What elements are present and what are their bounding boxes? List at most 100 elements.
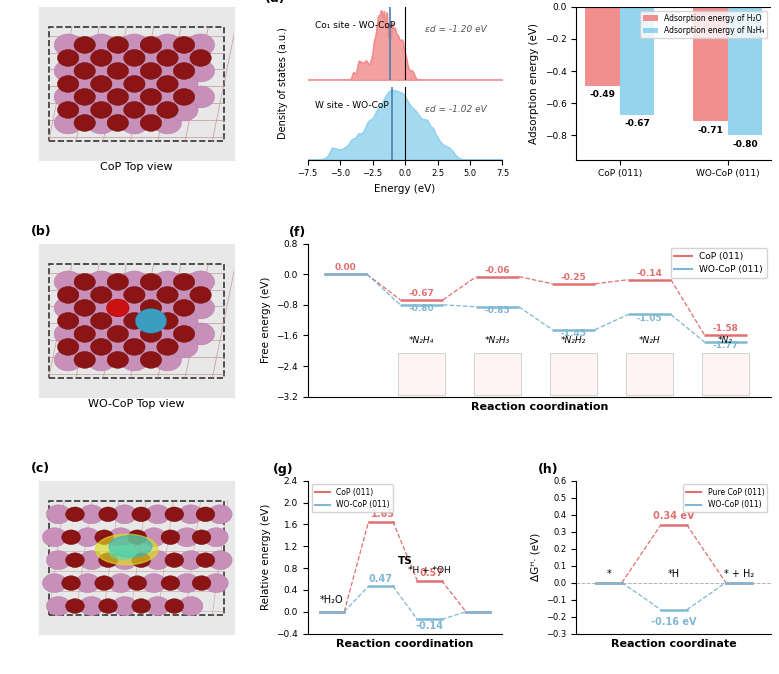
Circle shape bbox=[173, 88, 195, 105]
Circle shape bbox=[140, 36, 162, 53]
Circle shape bbox=[58, 102, 79, 119]
Circle shape bbox=[71, 284, 99, 306]
Circle shape bbox=[104, 284, 132, 306]
Circle shape bbox=[58, 50, 79, 66]
Circle shape bbox=[65, 599, 84, 613]
Circle shape bbox=[146, 551, 170, 570]
Text: -0.71: -0.71 bbox=[698, 126, 724, 135]
Circle shape bbox=[165, 507, 184, 522]
Text: 1.65: 1.65 bbox=[371, 510, 395, 519]
Circle shape bbox=[99, 507, 118, 522]
Text: TS: TS bbox=[398, 555, 412, 565]
Circle shape bbox=[124, 75, 145, 92]
Circle shape bbox=[87, 271, 115, 293]
Circle shape bbox=[146, 505, 170, 524]
Circle shape bbox=[47, 596, 71, 615]
Circle shape bbox=[107, 36, 129, 53]
Circle shape bbox=[170, 73, 198, 95]
Circle shape bbox=[71, 310, 99, 332]
X-axis label: Energy (eV): Energy (eV) bbox=[375, 184, 435, 194]
X-axis label: Reaction coordination: Reaction coordination bbox=[337, 639, 474, 649]
Circle shape bbox=[58, 313, 79, 330]
Text: 0.00: 0.00 bbox=[335, 264, 357, 272]
Circle shape bbox=[132, 599, 150, 613]
Circle shape bbox=[187, 34, 215, 56]
Text: -0.67: -0.67 bbox=[409, 289, 435, 298]
Circle shape bbox=[140, 352, 162, 368]
Circle shape bbox=[173, 299, 195, 316]
Circle shape bbox=[55, 112, 83, 134]
Circle shape bbox=[187, 60, 215, 82]
Circle shape bbox=[142, 528, 166, 547]
Circle shape bbox=[161, 576, 180, 590]
Text: 0.34 eV: 0.34 eV bbox=[653, 512, 695, 522]
Text: *H₂O: *H₂O bbox=[320, 595, 344, 605]
Text: -0.14: -0.14 bbox=[415, 621, 443, 631]
Legend: CoP (011), WO-CoP (011): CoP (011), WO-CoP (011) bbox=[312, 485, 393, 512]
FancyBboxPatch shape bbox=[550, 353, 597, 395]
Text: -1.77: -1.77 bbox=[713, 342, 738, 350]
Circle shape bbox=[58, 338, 79, 355]
Circle shape bbox=[47, 551, 71, 570]
Circle shape bbox=[124, 313, 145, 330]
Text: * + H₂: * + H₂ bbox=[724, 570, 754, 579]
Text: -0.25: -0.25 bbox=[561, 273, 587, 282]
Circle shape bbox=[99, 553, 118, 568]
Circle shape bbox=[74, 36, 95, 53]
Circle shape bbox=[136, 309, 167, 333]
Circle shape bbox=[146, 596, 170, 615]
Ellipse shape bbox=[95, 534, 157, 565]
FancyBboxPatch shape bbox=[474, 353, 521, 395]
Text: -1.45: -1.45 bbox=[561, 329, 587, 338]
Circle shape bbox=[173, 36, 195, 53]
Circle shape bbox=[87, 112, 115, 134]
Circle shape bbox=[74, 326, 95, 342]
Circle shape bbox=[104, 47, 132, 69]
Circle shape bbox=[157, 102, 178, 119]
Circle shape bbox=[107, 326, 129, 342]
Circle shape bbox=[55, 86, 83, 108]
Text: Co₁ site - WO-CoP: Co₁ site - WO-CoP bbox=[315, 22, 396, 30]
Text: εd = -1.20 eV: εd = -1.20 eV bbox=[425, 25, 486, 34]
Circle shape bbox=[55, 349, 83, 371]
Circle shape bbox=[174, 574, 199, 592]
Circle shape bbox=[137, 73, 165, 95]
Circle shape bbox=[204, 574, 228, 592]
Circle shape bbox=[173, 274, 195, 290]
Circle shape bbox=[71, 99, 99, 121]
Circle shape bbox=[95, 576, 114, 590]
Circle shape bbox=[120, 34, 148, 56]
Circle shape bbox=[87, 323, 115, 345]
FancyBboxPatch shape bbox=[398, 353, 445, 395]
Circle shape bbox=[104, 99, 132, 121]
Circle shape bbox=[190, 286, 211, 303]
Circle shape bbox=[157, 313, 178, 330]
Circle shape bbox=[107, 88, 129, 105]
Circle shape bbox=[74, 88, 95, 105]
Circle shape bbox=[153, 323, 182, 345]
Text: (b): (b) bbox=[31, 224, 51, 238]
Circle shape bbox=[137, 284, 165, 306]
Text: (f): (f) bbox=[289, 226, 306, 239]
Circle shape bbox=[120, 60, 148, 82]
Circle shape bbox=[87, 349, 115, 371]
Circle shape bbox=[55, 34, 83, 56]
Text: *N₂H: *N₂H bbox=[639, 336, 661, 345]
Circle shape bbox=[87, 34, 115, 56]
Circle shape bbox=[99, 599, 118, 613]
Text: -0.85: -0.85 bbox=[485, 306, 510, 315]
Circle shape bbox=[120, 86, 148, 108]
Circle shape bbox=[74, 63, 95, 80]
Legend: Pure CoP (011), WO-CoP (011): Pure CoP (011), WO-CoP (011) bbox=[683, 485, 767, 512]
Circle shape bbox=[128, 530, 146, 545]
Circle shape bbox=[79, 551, 104, 570]
Text: 0.57: 0.57 bbox=[420, 568, 444, 578]
Circle shape bbox=[55, 271, 83, 293]
Text: Density of states (a.u.): Density of states (a.u.) bbox=[278, 27, 287, 139]
Circle shape bbox=[62, 530, 80, 545]
Text: (d): (d) bbox=[265, 0, 285, 5]
Circle shape bbox=[55, 297, 83, 319]
Circle shape bbox=[137, 336, 165, 358]
FancyBboxPatch shape bbox=[626, 353, 673, 395]
FancyBboxPatch shape bbox=[48, 264, 224, 378]
